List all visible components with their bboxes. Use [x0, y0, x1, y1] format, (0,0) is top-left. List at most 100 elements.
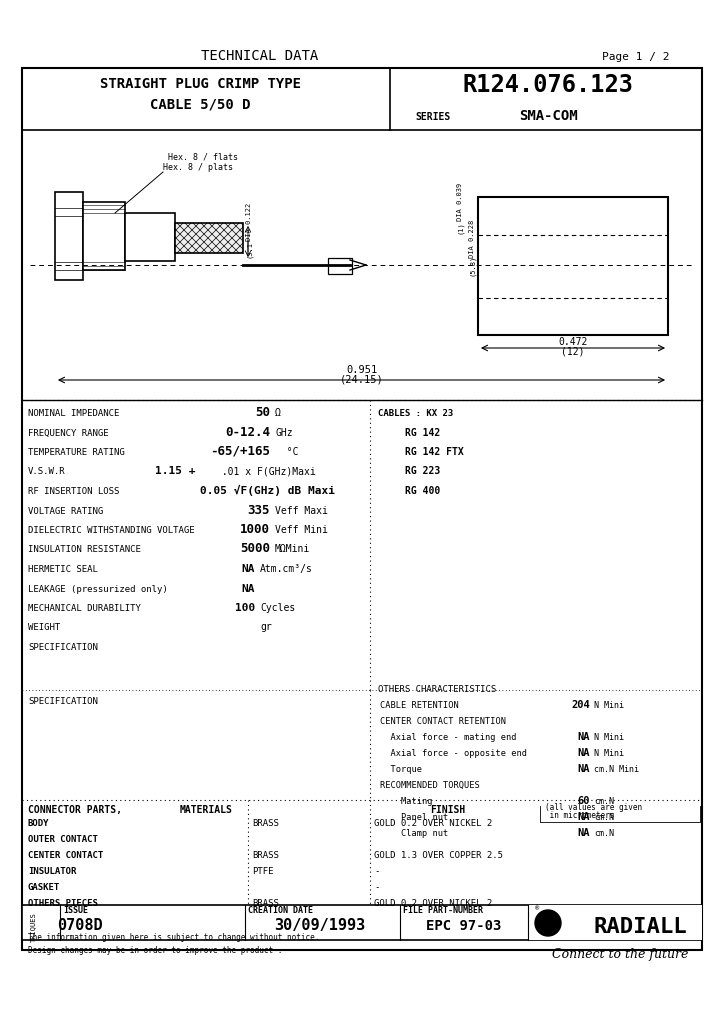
Text: GOLD 0.2 OVER NICKEL 2: GOLD 0.2 OVER NICKEL 2 [374, 819, 492, 828]
Text: Hex. 8 / plats: Hex. 8 / plats [163, 163, 233, 172]
Text: 204: 204 [571, 700, 590, 710]
Text: ®: ® [535, 905, 539, 911]
Text: CABLE RETENTION: CABLE RETENTION [380, 701, 459, 710]
Text: Veff Maxi: Veff Maxi [275, 506, 328, 515]
Text: EPC 97-03: EPC 97-03 [426, 919, 502, 933]
Text: 0.472: 0.472 [558, 337, 588, 347]
Text: Atm.cm³/s: Atm.cm³/s [260, 564, 313, 574]
Text: 1.15 +: 1.15 + [155, 467, 195, 476]
Text: 30/09/1993: 30/09/1993 [274, 918, 366, 933]
Text: BRASS: BRASS [252, 851, 279, 860]
Text: RADIALL: RADIALL [593, 918, 687, 937]
Text: RG 142 FTX: RG 142 FTX [405, 447, 464, 457]
Text: cm.N: cm.N [594, 829, 614, 838]
Text: -65/+165: -65/+165 [210, 445, 270, 458]
Text: DIA 0.122: DIA 0.122 [246, 203, 252, 241]
Text: 5000: 5000 [240, 543, 270, 555]
Text: GOLD 0.2 OVER NICKEL 2: GOLD 0.2 OVER NICKEL 2 [374, 899, 492, 908]
Text: MATERIALS: MATERIALS [180, 805, 233, 815]
Text: DIELECTRIC WITHSTANDING VOLTAGE: DIELECTRIC WITHSTANDING VOLTAGE [28, 526, 195, 535]
Text: 0-12.4: 0-12.4 [225, 426, 270, 438]
Text: °C: °C [275, 447, 298, 457]
Text: TEMPERATURE RATING: TEMPERATURE RATING [28, 449, 125, 457]
Text: WEIGHT: WEIGHT [28, 624, 60, 633]
Text: NOMINAL IMPEDANCE: NOMINAL IMPEDANCE [28, 409, 119, 418]
Text: DIA 0.228: DIA 0.228 [469, 220, 475, 258]
Text: FINISH: FINISH [430, 805, 466, 815]
Text: Veff Mini: Veff Mini [275, 525, 328, 535]
Text: R124.076.123: R124.076.123 [463, 73, 634, 97]
Text: CABLE 5/50 D: CABLE 5/50 D [150, 97, 251, 111]
Bar [55, 193, 83, 280]
Text: cm.N Mini: cm.N Mini [594, 765, 639, 774]
Text: RG 400: RG 400 [405, 486, 440, 496]
Text: DIA 0.039: DIA 0.039 [457, 182, 463, 221]
Text: INSULATION RESISTANCE: INSULATION RESISTANCE [28, 546, 141, 555]
Text: Panel nut: Panel nut [380, 813, 448, 822]
Bar [478, 197, 668, 335]
Text: BODY: BODY [28, 819, 49, 828]
Bar [328, 258, 352, 274]
Text: (1): (1) [457, 221, 463, 233]
Text: NA: NA [578, 732, 590, 742]
Text: HERMETIC SEAL: HERMETIC SEAL [28, 565, 98, 574]
Text: NA: NA [578, 812, 590, 822]
Text: VOLTAGE RATING: VOLTAGE RATING [28, 507, 104, 515]
Text: NA: NA [578, 828, 590, 838]
Bar [22, 68, 702, 950]
Text: Clamp nut: Clamp nut [380, 829, 448, 838]
Text: SPECIFICATION: SPECIFICATION [28, 643, 98, 652]
Bar [22, 905, 702, 940]
Text: NA: NA [578, 748, 590, 758]
Text: MΩMini: MΩMini [275, 545, 311, 555]
Text: (5.8): (5.8) [468, 254, 475, 275]
Text: MECHANICAL DURABILITY: MECHANICAL DURABILITY [28, 604, 141, 613]
Text: The information given here is subject to change without notice.
Design changes m: The information given here is subject to… [28, 934, 319, 955]
Bar [175, 223, 243, 253]
Text: (12): (12) [561, 347, 585, 357]
Text: 60: 60 [578, 796, 590, 806]
Text: CONNECTOR PARTS,: CONNECTOR PARTS, [28, 805, 122, 815]
Text: Connect to the future: Connect to the future [552, 948, 689, 961]
Text: Hex. 8 / flats: Hex. 8 / flats [168, 153, 238, 162]
Text: GASKET: GASKET [28, 883, 60, 892]
Text: .01 x F(GHz)Maxi: .01 x F(GHz)Maxi [210, 467, 316, 476]
Text: N Mini: N Mini [594, 701, 624, 710]
Text: Ω: Ω [275, 408, 281, 418]
Text: PTFE: PTFE [252, 867, 274, 876]
Text: 0.05 √F(GHz) dB Maxi: 0.05 √F(GHz) dB Maxi [200, 485, 335, 496]
Text: N Mini: N Mini [594, 749, 624, 758]
Text: OTHERS PIECES: OTHERS PIECES [28, 899, 98, 908]
Text: 0708D: 0708D [57, 918, 103, 933]
Text: in micrometers: in micrometers [545, 811, 615, 820]
Text: GHz: GHz [275, 427, 292, 437]
Text: N Mini: N Mini [594, 733, 624, 742]
Text: CENTER CONTACT: CENTER CONTACT [28, 851, 104, 860]
Text: FILE PART-NUMBER: FILE PART-NUMBER [403, 906, 483, 915]
Text: CENTER CONTACT RETENTION: CENTER CONTACT RETENTION [380, 717, 506, 726]
Text: Axial force - opposite end: Axial force - opposite end [380, 749, 527, 758]
Text: Axial force - mating end: Axial force - mating end [380, 733, 516, 742]
Text: cm.N: cm.N [594, 813, 614, 822]
Text: 335: 335 [248, 504, 270, 516]
Bar [83, 202, 125, 270]
Text: (3.1: (3.1 [245, 242, 252, 258]
Text: Cycles: Cycles [260, 603, 295, 613]
Text: TECHNICAL DATA: TECHNICAL DATA [201, 49, 319, 63]
Text: (all values are given: (all values are given [545, 803, 642, 812]
Text: OTHERS CHARACTERISTICS: OTHERS CHARACTERISTICS [378, 685, 496, 694]
Text: BRASS: BRASS [252, 899, 279, 908]
Text: 50: 50 [255, 406, 270, 419]
Text: ISSUE: ISSUE [63, 906, 88, 915]
Text: NA: NA [242, 584, 255, 594]
Text: SPECIFICATION: SPECIFICATION [28, 697, 98, 706]
Text: TRIQUES: TRIQUES [30, 912, 36, 942]
Text: CREATION DATE: CREATION DATE [248, 906, 313, 915]
Text: RG 142: RG 142 [405, 427, 440, 437]
Text: 0.951: 0.951 [346, 365, 378, 375]
Text: Page 1 / 2: Page 1 / 2 [602, 52, 670, 62]
Text: Mating: Mating [380, 797, 432, 806]
Text: 100: 100 [235, 603, 255, 613]
Text: SMA-COM: SMA-COM [518, 109, 577, 123]
Text: STRAIGHT PLUG CRIMP TYPE: STRAIGHT PLUG CRIMP TYPE [99, 77, 300, 91]
